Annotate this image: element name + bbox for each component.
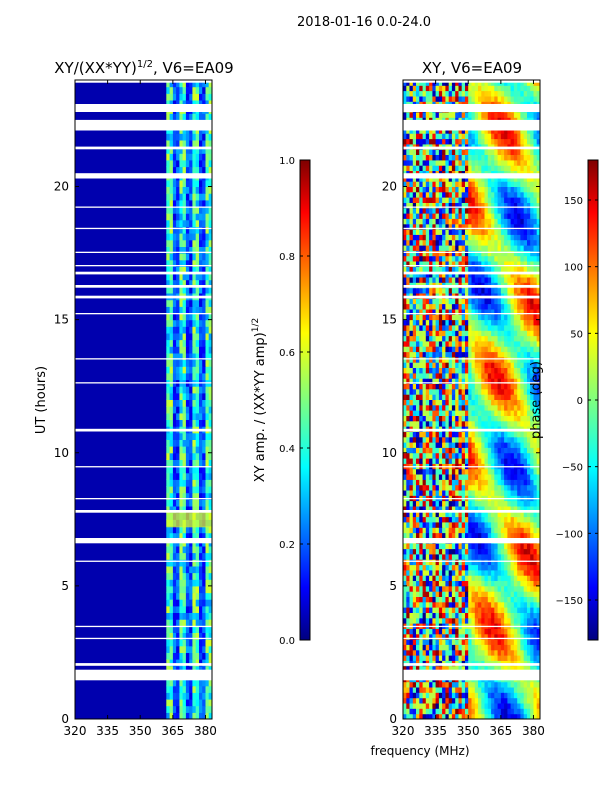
y-tick-label: 0 — [389, 712, 397, 726]
x-tick-label: 380 — [194, 724, 217, 738]
right-heatmap — [403, 80, 540, 719]
left-colorbar-ticks: 0.0 0.2 0.4 0.6 0.8 1.0 — [279, 156, 310, 647]
right-colorbar-label: phase (deg) — [529, 361, 544, 439]
y-tick-label: 10 — [382, 446, 397, 460]
colorbar-tick-label: 0.0 — [279, 636, 295, 647]
y-tick-label: 5 — [389, 579, 397, 593]
right-colorbar-ticks: −150 −100 −50 0 50 100 150 — [556, 196, 598, 607]
x-tick-label: 350 — [457, 724, 480, 738]
x-tick-label: 320 — [392, 724, 415, 738]
x-tick-label: 350 — [129, 724, 152, 738]
y-tick-label: 15 — [382, 313, 397, 327]
figure-suptitle: 2018-01-16 0.0-24.0 — [297, 15, 431, 30]
right-plot-frame — [402, 79, 541, 720]
colorbar-tick-label: −50 — [562, 463, 583, 474]
colorbar-tick-label: 100 — [564, 263, 583, 274]
colorbar-tick-label: −100 — [556, 529, 583, 540]
colorbar-tick-label: 50 — [570, 329, 583, 340]
x-tick-label: 335 — [96, 724, 119, 738]
x-tick-label: 365 — [161, 724, 184, 738]
x-tick-label: 335 — [424, 724, 447, 738]
colorbar-tick-label: 1.0 — [279, 156, 295, 167]
x-axis-label: frequency (MHz) — [370, 744, 469, 758]
colorbar-tick-label: −150 — [556, 596, 583, 607]
left-axis-ticks: 320 335 350 365 380 0 5 10 15 20 — [54, 80, 217, 738]
y-tick-label: 20 — [54, 180, 69, 194]
left-heatmap — [75, 80, 212, 719]
colorbar-tick-label: 0.6 — [279, 348, 295, 359]
right-panel-title: XY, V6=EA09 — [422, 59, 522, 77]
left-panel-title: XY/(XX*YY)1/2, V6=EA09 — [54, 59, 233, 77]
right-axis-ticks: 320 335 350 365 380 0 5 10 15 20 — [382, 80, 545, 738]
x-tick-label: 320 — [64, 724, 87, 738]
left-plot-frame — [74, 79, 213, 720]
colorbar-tick-label: 0.4 — [279, 444, 295, 455]
left-colorbar-label: XY amp. / (XX*YY amp)1/2 — [251, 318, 268, 482]
x-tick-label: 365 — [489, 724, 512, 738]
colorbar-tick-label: 0.8 — [279, 252, 295, 263]
left-y-axis-label: UT (hours) — [34, 366, 49, 434]
y-tick-label: 0 — [61, 712, 69, 726]
right-panel: XY, V6=EA09 320 335 350 365 380 0 5 10 15 20 freq… — [370, 59, 544, 758]
left-colorbar: 0.0 0.2 0.4 0.6 0.8 1.0 XY amp. / (XX*YY amp)… — [251, 156, 311, 647]
left-panel: XY/(XX*YY)1/2, V6=EA09 320 335 350 365 380 0 5… — [34, 59, 234, 738]
y-tick-label: 20 — [382, 180, 397, 194]
right-colorbar: −150 −100 −50 0 50 100 150 phase (deg) — [529, 159, 599, 641]
x-tick-label: 380 — [522, 724, 545, 738]
y-tick-label: 10 — [54, 446, 69, 460]
colorbar-tick-label: 0.2 — [279, 540, 295, 551]
colorbar-tick-label: 0 — [577, 396, 583, 407]
y-tick-label: 15 — [54, 313, 69, 327]
colorbar-tick-label: 150 — [564, 196, 583, 207]
left-colorbar-scale — [299, 159, 311, 641]
y-tick-label: 5 — [61, 579, 69, 593]
